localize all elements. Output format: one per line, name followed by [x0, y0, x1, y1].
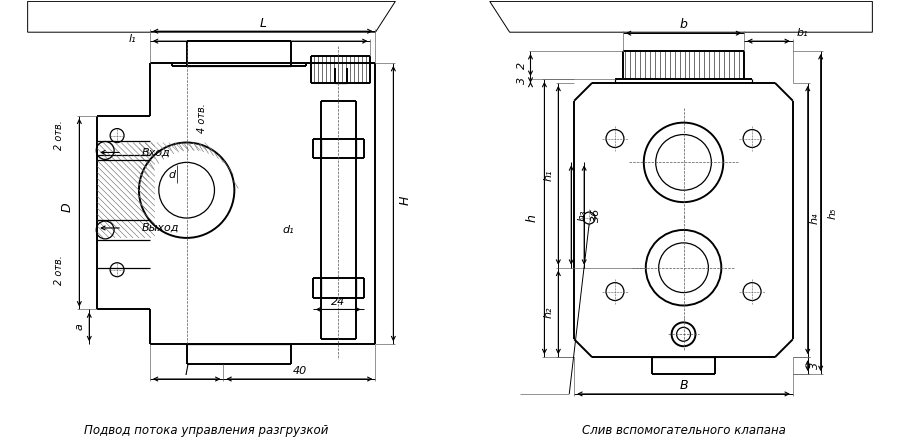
Text: 2: 2	[517, 62, 526, 69]
Text: a: a	[75, 323, 85, 330]
Text: d₁: d₁	[283, 225, 293, 235]
Text: 2 отв.: 2 отв.	[54, 255, 65, 285]
Text: h: h	[526, 214, 539, 222]
Text: Выход: Выход	[142, 223, 179, 233]
Text: 3: 3	[517, 77, 526, 84]
Text: Слив вспомогательного клапана: Слив вспомогательного клапана	[581, 424, 786, 437]
Text: b: b	[680, 18, 688, 31]
Text: h₃: h₃	[577, 209, 587, 221]
Text: 24: 24	[331, 297, 346, 306]
Text: B: B	[680, 380, 688, 392]
Text: 36: 36	[591, 208, 601, 222]
Text: 4 отв.: 4 отв.	[196, 103, 207, 132]
Text: 3: 3	[810, 362, 820, 369]
Text: 40: 40	[292, 366, 307, 376]
Text: D: D	[61, 202, 74, 212]
Text: b₁: b₁	[797, 28, 808, 38]
Text: h₁: h₁	[544, 169, 554, 181]
Text: H: H	[399, 195, 412, 205]
Text: d: d	[168, 170, 176, 180]
Text: h₄: h₄	[810, 212, 820, 224]
Text: l: l	[184, 364, 188, 378]
Text: h₂: h₂	[544, 307, 554, 318]
Text: Подвод потока управления разгрузкой: Подвод потока управления разгрузкой	[85, 424, 328, 437]
Text: Вход: Вход	[142, 148, 171, 157]
Text: 2 отв.: 2 отв.	[54, 120, 65, 150]
Text: l₁: l₁	[128, 34, 136, 44]
Text: L: L	[259, 17, 266, 30]
Text: h₅: h₅	[828, 207, 838, 219]
